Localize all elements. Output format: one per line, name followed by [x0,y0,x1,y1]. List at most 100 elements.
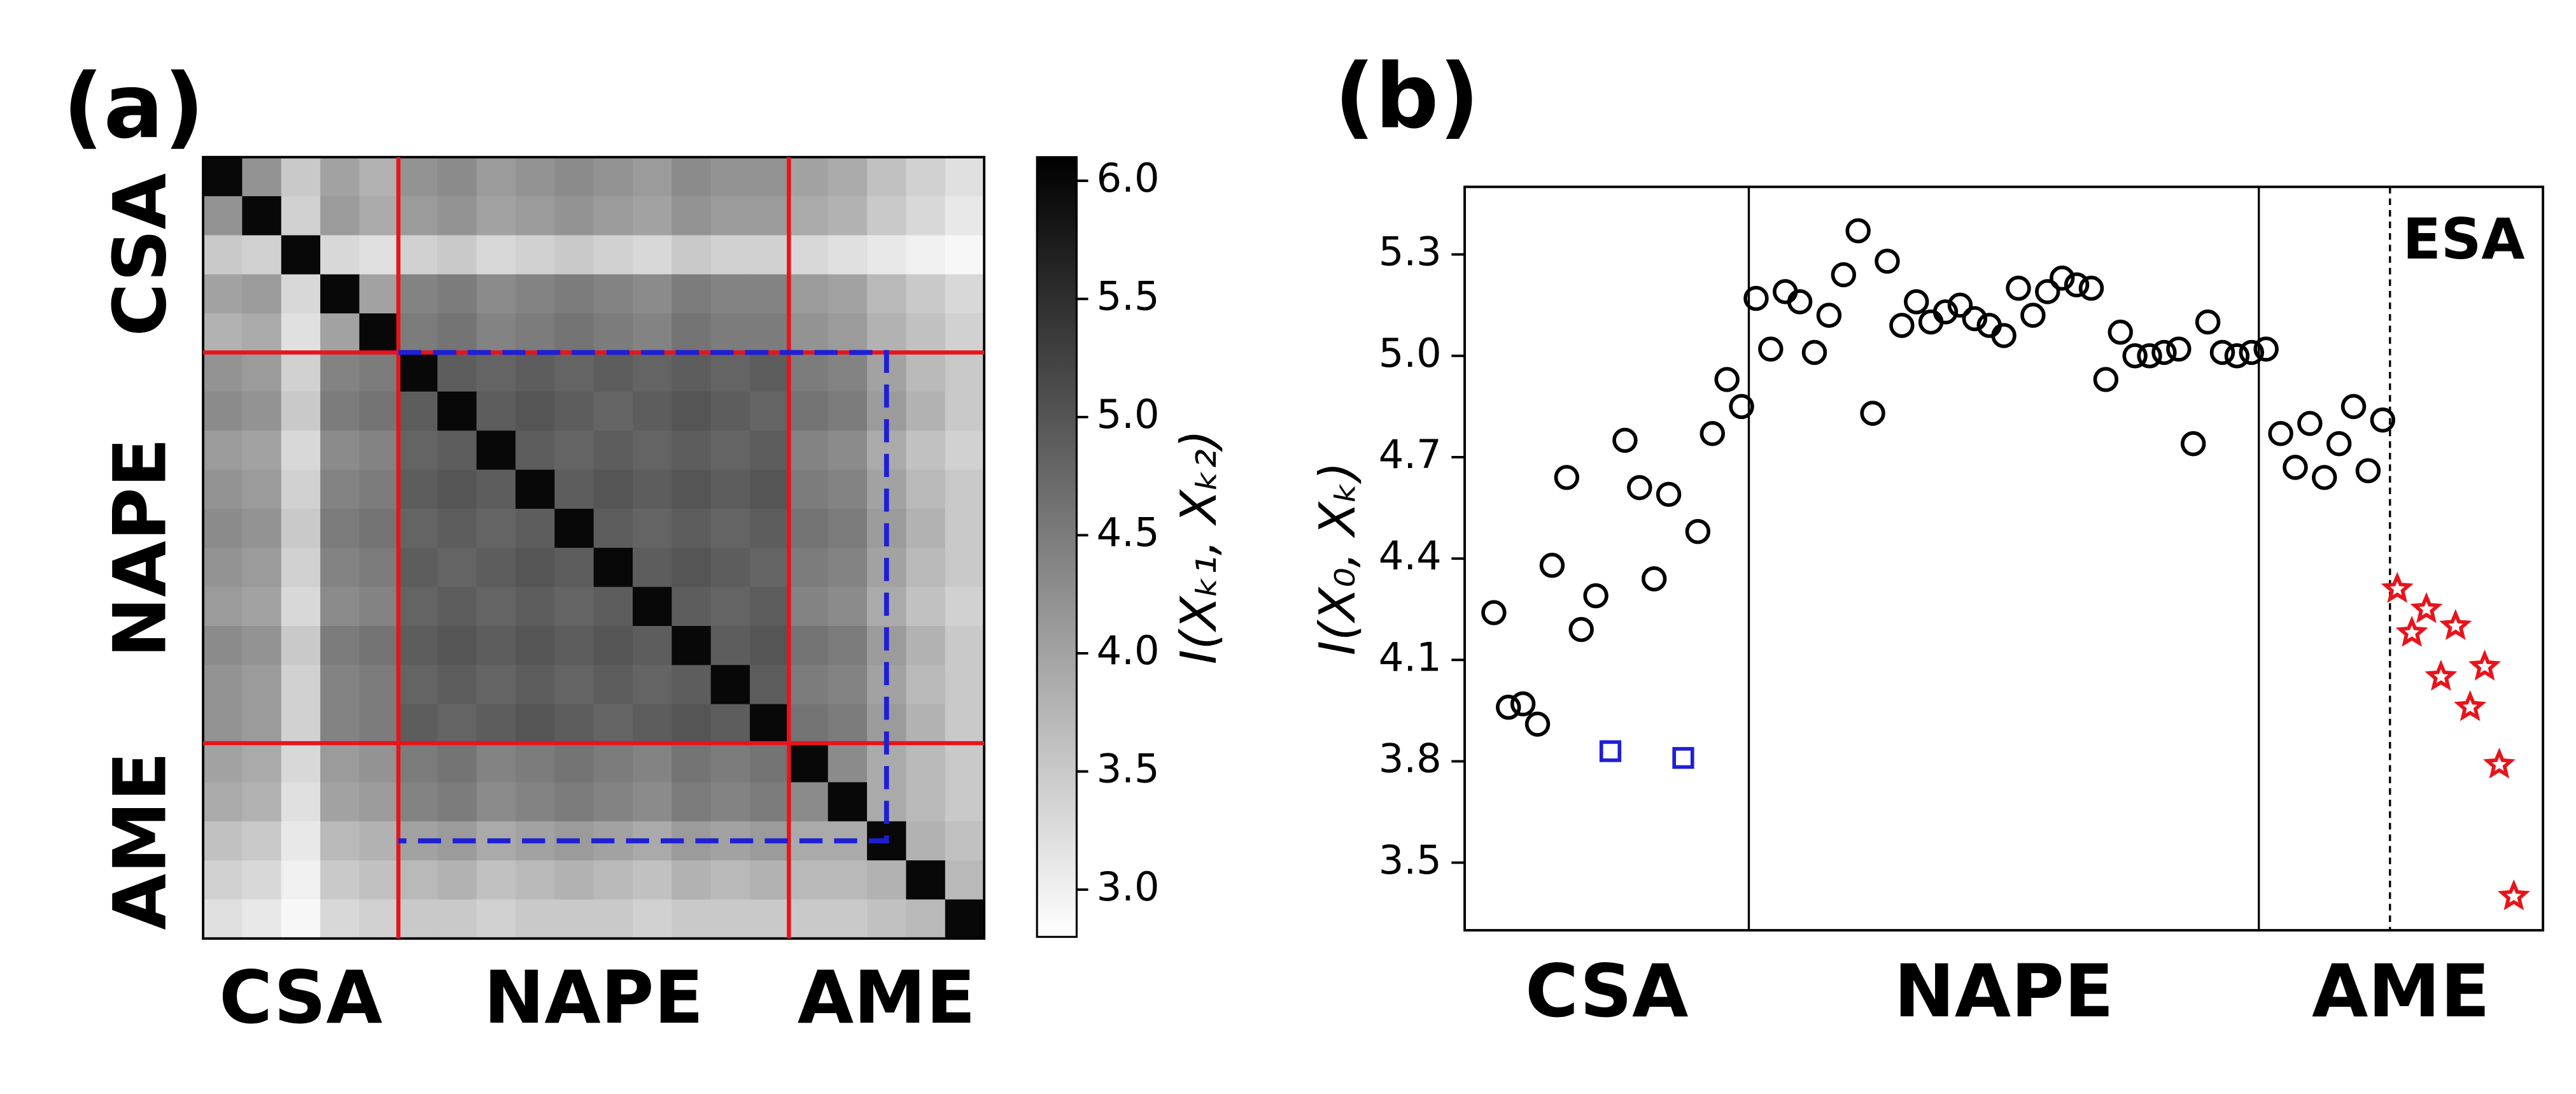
point [2035,279,2060,304]
heatmap-cell [242,430,282,471]
heatmap-cell [398,235,439,275]
heatmap-cell [203,704,243,744]
x-group-label: CSA [1525,949,1688,1034]
heatmap-cell [789,274,829,315]
point [2482,747,2516,779]
heatmap-cell [906,665,946,705]
heatmap-cell [789,860,829,900]
heatmap-cell [203,313,243,353]
heatmap-cell [554,235,595,275]
heatmap-cell [359,352,399,392]
heatmap-cell [281,391,321,432]
point [2410,592,2443,623]
heatmap-cell [437,235,477,275]
heatmap-cell [281,665,321,705]
heatmap-cell [632,899,673,939]
heatmap-cell [827,586,868,627]
point [1860,401,1885,426]
heatmap-cell [710,782,751,822]
heatmap-cell [672,586,712,627]
colorbar-tick-label: 3.5 [1097,746,1160,792]
y-group-label: CSA [98,173,183,336]
heatmap-cell [398,743,439,783]
heatmap-cell [203,782,243,822]
point [1554,465,1580,490]
heatmap-cell [242,665,282,705]
heatmap-cell [750,157,790,197]
heatmap-cell [827,157,868,197]
heatmap-cell [789,430,829,471]
heatmap-cell [515,352,556,392]
point [1729,394,1754,420]
y-tick-label: 3.8 [1379,735,1442,782]
heatmap-cell [281,508,321,549]
heatmap-cell [789,548,829,588]
heatmap-cell [203,391,243,432]
heatmap-cell [632,430,673,471]
heatmap-cell [281,821,321,862]
heatmap-cell [320,704,360,744]
point [1947,292,1973,318]
heatmap-cell [945,626,985,666]
heatmap-cell [945,157,985,197]
point [2180,431,2206,457]
heatmap-cell [945,860,985,900]
heatmap-cell [476,508,516,549]
point [2166,336,2192,362]
point [1816,302,1842,328]
heatmap-cell [593,586,634,627]
heatmap-cell [398,157,439,197]
heatmap-cell [945,313,985,353]
heatmap-cell [398,274,439,315]
panel-label: (b) [1334,45,1479,149]
heatmap-cell [203,157,243,197]
point [1656,481,1682,508]
heatmap-cell [632,782,673,822]
heatmap-cell [515,469,556,509]
heatmap-cell [906,899,946,939]
heatmap-cell [515,626,556,666]
heatmap-cell [281,313,321,353]
heatmap-cell [320,430,360,471]
heatmap-cell [437,586,477,627]
heatmap-cell [554,860,595,900]
heatmap-cell [750,469,790,509]
heatmap-cell [789,665,829,705]
heatmap-cell [320,548,360,588]
heatmap-cell [242,782,282,822]
heatmap-cell [750,860,790,900]
heatmap-cell [750,548,790,588]
heatmap-cell [554,704,595,744]
heatmap-cell [593,782,634,822]
heatmap-cell [867,196,907,236]
heatmap-cell [672,704,712,744]
heatmap-cell [281,469,321,509]
point [2078,275,2104,301]
heatmap-cell [672,548,712,588]
y-tick-label: 5.0 [1379,330,1442,376]
colorbar-tick-label: 4.5 [1097,509,1160,556]
heatmap-cell [359,665,399,705]
heatmap-cell [398,899,439,939]
x-group-label: CSA [219,955,382,1040]
point [2370,407,2396,433]
heatmap-cell [593,430,634,471]
y-tick-label: 5.3 [1379,229,1442,275]
heatmap-cell [789,782,829,822]
heatmap-cell [476,157,516,197]
heatmap-cell [281,899,321,939]
heatmap-cell [281,157,321,197]
heatmap-cell [437,665,477,705]
colorbar [1036,156,1078,938]
heatmap-cell [398,665,439,705]
heatmap-cell [242,586,282,627]
point [1641,566,1667,592]
heatmap-cell [242,235,282,275]
heatmap-cell [750,352,790,392]
heatmap-cell [281,743,321,783]
heatmap-cell [437,352,477,392]
heatmap-cell [242,469,282,509]
point [1904,289,1929,315]
heatmap-cell [906,274,946,315]
heatmap-cell [710,704,751,744]
